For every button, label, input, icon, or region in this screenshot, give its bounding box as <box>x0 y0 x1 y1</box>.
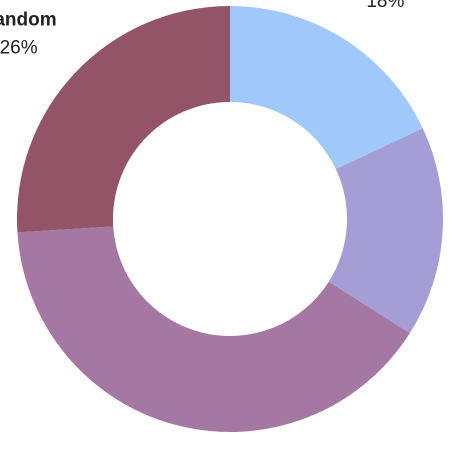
donut-slice <box>328 128 443 334</box>
donut-slice <box>17 226 410 432</box>
donut-slice <box>16 6 230 233</box>
donut-slice <box>230 6 423 170</box>
slice-name: Random <box>0 9 57 30</box>
slice-value-label: 26% <box>0 37 38 58</box>
slice-value-label: 18% <box>366 0 404 12</box>
